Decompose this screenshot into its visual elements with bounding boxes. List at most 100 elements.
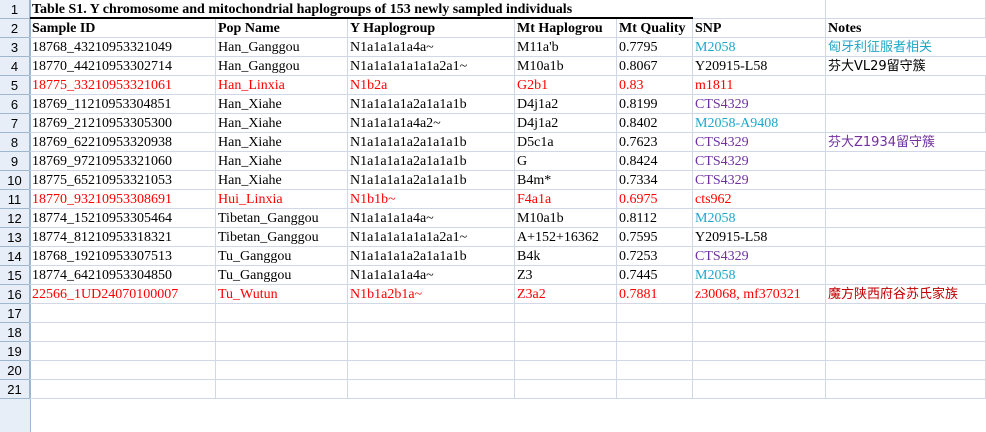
- notes-cell[interactable]: [826, 76, 986, 95]
- cell[interactable]: [826, 380, 986, 399]
- mt-haplogroup-cell[interactable]: Z3: [515, 266, 617, 285]
- cell[interactable]: [693, 323, 826, 342]
- notes-cell[interactable]: 魔方陕西府谷苏氏家族: [826, 285, 986, 304]
- cell[interactable]: [515, 361, 617, 380]
- cell[interactable]: [216, 304, 348, 323]
- cell[interactable]: [826, 323, 986, 342]
- notes-cell[interactable]: 匈牙利征服者相关: [826, 38, 986, 57]
- cell[interactable]: [348, 323, 515, 342]
- mt-quality-cell[interactable]: 0.7881: [617, 285, 693, 304]
- sample-id-cell[interactable]: 22566_1UD24070100007: [30, 285, 216, 304]
- row-number[interactable]: 10: [0, 171, 30, 190]
- mt-haplogroup-cell[interactable]: Z3a2: [515, 285, 617, 304]
- y-haplogroup-cell[interactable]: N1a1a1a1a2a1a1a1b: [348, 171, 515, 190]
- row-number[interactable]: 20: [0, 361, 30, 380]
- cell[interactable]: [693, 361, 826, 380]
- sample-id-cell[interactable]: 18769_11210953304851: [30, 95, 216, 114]
- cell[interactable]: [216, 342, 348, 361]
- pop-name-cell[interactable]: Tibetan_Ganggou: [216, 209, 348, 228]
- column-header[interactable]: Mt Haplogrou: [515, 19, 617, 38]
- cell[interactable]: [216, 361, 348, 380]
- mt-quality-cell[interactable]: 0.6975: [617, 190, 693, 209]
- cell[interactable]: [617, 380, 693, 399]
- cell[interactable]: [348, 380, 515, 399]
- mt-haplogroup-cell[interactable]: M11a'b: [515, 38, 617, 57]
- cell[interactable]: [216, 323, 348, 342]
- cell[interactable]: [693, 304, 826, 323]
- row-number[interactable]: 16: [0, 285, 30, 304]
- cell[interactable]: [617, 361, 693, 380]
- mt-quality-cell[interactable]: 0.8402: [617, 114, 693, 133]
- cell[interactable]: [515, 342, 617, 361]
- pop-name-cell[interactable]: Tu_Ganggou: [216, 247, 348, 266]
- notes-cell[interactable]: [826, 114, 986, 133]
- column-header[interactable]: Y Haplogroup: [348, 19, 515, 38]
- cell[interactable]: [30, 342, 216, 361]
- sample-id-cell[interactable]: 18775_33210953321061: [30, 76, 216, 95]
- notes-cell[interactable]: [826, 228, 986, 247]
- column-header[interactable]: Sample ID: [30, 19, 216, 38]
- pop-name-cell[interactable]: Han_Xiahe: [216, 133, 348, 152]
- row-number[interactable]: 17: [0, 304, 30, 323]
- mt-haplogroup-cell[interactable]: D4j1a2: [515, 95, 617, 114]
- y-haplogroup-cell[interactable]: N1a1a1a1a4a2~: [348, 114, 515, 133]
- row-number[interactable]: 12: [0, 209, 30, 228]
- mt-haplogroup-cell[interactable]: D4j1a2: [515, 114, 617, 133]
- cell[interactable]: [826, 342, 986, 361]
- snp-cell[interactable]: CTS4329: [693, 247, 826, 266]
- sample-id-cell[interactable]: 18769_21210953305300: [30, 114, 216, 133]
- row-number[interactable]: 2: [0, 19, 30, 38]
- notes-cell[interactable]: [826, 266, 986, 285]
- snp-cell[interactable]: m1811: [693, 76, 826, 95]
- snp-cell[interactable]: CTS4329: [693, 95, 826, 114]
- sample-id-cell[interactable]: 18775_65210953321053: [30, 171, 216, 190]
- row-number[interactable]: 5: [0, 76, 30, 95]
- notes-cell[interactable]: 芬大VL29留守簇: [826, 57, 986, 76]
- y-haplogroup-cell[interactable]: N1a1a1a1a2a1a1a1b: [348, 133, 515, 152]
- notes-cell[interactable]: [826, 171, 986, 190]
- pop-name-cell[interactable]: Han_Xiahe: [216, 171, 348, 190]
- mt-quality-cell[interactable]: 0.8112: [617, 209, 693, 228]
- notes-cell[interactable]: 芬大Z1934留守簇: [826, 133, 986, 152]
- snp-cell[interactable]: Y20915-L58: [693, 57, 826, 76]
- pop-name-cell[interactable]: Han_Ganggou: [216, 38, 348, 57]
- row-number[interactable]: 21: [0, 380, 30, 399]
- mt-haplogroup-cell[interactable]: B4k: [515, 247, 617, 266]
- sample-id-cell[interactable]: 18774_15210953305464: [30, 209, 216, 228]
- y-haplogroup-cell[interactable]: N1a1a1a1a1a1a2a1~: [348, 228, 515, 247]
- mt-quality-cell[interactable]: 0.8424: [617, 152, 693, 171]
- column-header[interactable]: Pop Name: [216, 19, 348, 38]
- mt-quality-cell[interactable]: 0.7795: [617, 38, 693, 57]
- pop-name-cell[interactable]: Tu_Wutun: [216, 285, 348, 304]
- y-haplogroup-cell[interactable]: N1a1a1a1a2a1a1a1b: [348, 152, 515, 171]
- pop-name-cell[interactable]: Hui_Linxia: [216, 190, 348, 209]
- snp-cell[interactable]: M2058: [693, 266, 826, 285]
- mt-quality-cell[interactable]: 0.7334: [617, 171, 693, 190]
- cell[interactable]: [348, 361, 515, 380]
- cell[interactable]: [515, 323, 617, 342]
- row-number[interactable]: 19: [0, 342, 30, 361]
- sample-id-cell[interactable]: 18769_62210953320938: [30, 133, 216, 152]
- y-haplogroup-cell[interactable]: N1a1a1a1a4a~: [348, 209, 515, 228]
- mt-quality-cell[interactable]: 0.7623: [617, 133, 693, 152]
- row-number[interactable]: 6: [0, 95, 30, 114]
- cell[interactable]: [826, 0, 986, 19]
- row-number[interactable]: 9: [0, 152, 30, 171]
- notes-cell[interactable]: [826, 190, 986, 209]
- cell[interactable]: [693, 0, 826, 19]
- snp-cell[interactable]: CTS4329: [693, 133, 826, 152]
- mt-quality-cell[interactable]: 0.8199: [617, 95, 693, 114]
- pop-name-cell[interactable]: Han_Xiahe: [216, 95, 348, 114]
- column-header[interactable]: Notes: [826, 19, 986, 38]
- row-number[interactable]: 13: [0, 228, 30, 247]
- cell[interactable]: [348, 342, 515, 361]
- row-number[interactable]: 4: [0, 57, 30, 76]
- mt-haplogroup-cell[interactable]: D5c1a: [515, 133, 617, 152]
- snp-cell[interactable]: cts962: [693, 190, 826, 209]
- cell[interactable]: [30, 361, 216, 380]
- cell[interactable]: [617, 304, 693, 323]
- y-haplogroup-cell[interactable]: N1b1b~: [348, 190, 515, 209]
- cell[interactable]: [216, 380, 348, 399]
- cell[interactable]: [30, 304, 216, 323]
- mt-haplogroup-cell[interactable]: F4a1a: [515, 190, 617, 209]
